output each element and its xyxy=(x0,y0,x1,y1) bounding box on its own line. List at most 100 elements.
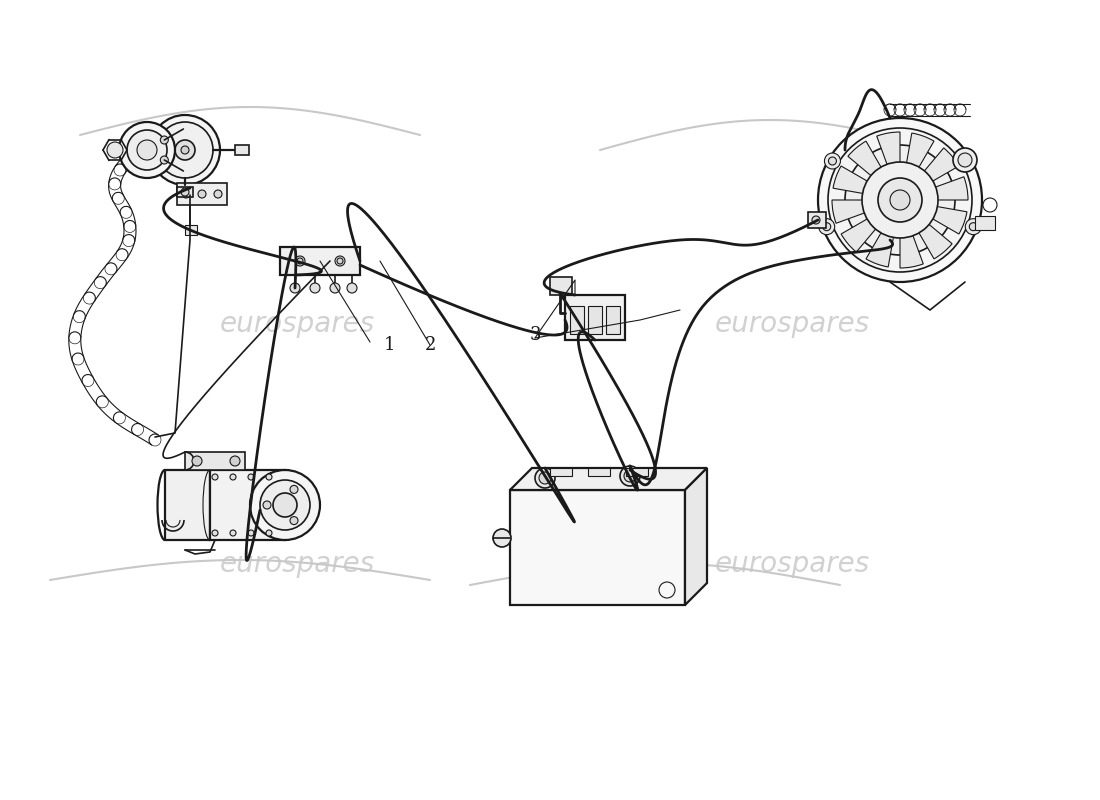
Wedge shape xyxy=(832,200,900,223)
Circle shape xyxy=(330,283,340,293)
Bar xyxy=(280,247,360,275)
Circle shape xyxy=(966,218,981,234)
Circle shape xyxy=(107,142,123,158)
Bar xyxy=(606,306,620,334)
Wedge shape xyxy=(842,200,900,252)
Circle shape xyxy=(230,456,240,466)
Text: 1: 1 xyxy=(384,336,396,354)
Circle shape xyxy=(182,190,190,198)
Wedge shape xyxy=(900,148,959,200)
Wedge shape xyxy=(900,200,967,234)
Circle shape xyxy=(825,153,840,169)
Circle shape xyxy=(336,256,345,266)
Circle shape xyxy=(250,470,320,540)
Text: eurospares: eurospares xyxy=(714,550,870,578)
Circle shape xyxy=(119,122,175,178)
Circle shape xyxy=(812,216,820,224)
Circle shape xyxy=(175,140,195,160)
Bar xyxy=(975,216,996,230)
Circle shape xyxy=(290,486,298,494)
Bar xyxy=(808,212,826,228)
Circle shape xyxy=(212,530,218,536)
Circle shape xyxy=(161,156,168,164)
Wedge shape xyxy=(833,166,900,200)
Circle shape xyxy=(828,128,972,272)
Circle shape xyxy=(297,258,302,264)
Circle shape xyxy=(310,283,320,293)
Bar xyxy=(588,468,610,476)
Circle shape xyxy=(290,283,300,293)
Circle shape xyxy=(248,474,254,480)
Circle shape xyxy=(192,456,202,466)
Circle shape xyxy=(953,148,977,172)
Circle shape xyxy=(958,153,972,167)
Text: 3: 3 xyxy=(529,326,541,344)
Bar xyxy=(510,490,685,605)
Polygon shape xyxy=(685,468,707,605)
Wedge shape xyxy=(900,133,934,200)
Bar xyxy=(235,145,249,155)
Circle shape xyxy=(230,530,236,536)
Circle shape xyxy=(346,283,358,293)
Circle shape xyxy=(150,115,220,185)
Bar xyxy=(550,468,572,476)
Text: eurospares: eurospares xyxy=(219,550,375,578)
Wedge shape xyxy=(900,200,953,259)
Circle shape xyxy=(214,190,222,198)
Circle shape xyxy=(620,466,640,486)
Bar xyxy=(570,306,584,334)
Bar xyxy=(210,470,285,540)
Circle shape xyxy=(624,470,636,482)
Circle shape xyxy=(818,118,982,282)
Circle shape xyxy=(182,188,189,196)
Bar xyxy=(565,295,625,340)
Polygon shape xyxy=(510,468,707,490)
Circle shape xyxy=(260,480,310,530)
Circle shape xyxy=(182,146,189,154)
Circle shape xyxy=(290,517,298,525)
Circle shape xyxy=(845,145,955,255)
Circle shape xyxy=(263,501,271,509)
Text: eurospares: eurospares xyxy=(219,310,375,338)
Bar xyxy=(588,306,602,334)
Bar xyxy=(165,470,210,540)
Text: eurospares: eurospares xyxy=(714,310,870,338)
Circle shape xyxy=(828,157,836,165)
Bar xyxy=(626,468,648,476)
Circle shape xyxy=(535,468,556,488)
Circle shape xyxy=(126,130,167,170)
Bar xyxy=(177,183,227,205)
Circle shape xyxy=(862,162,938,238)
Circle shape xyxy=(266,474,272,480)
Bar xyxy=(177,187,192,197)
Circle shape xyxy=(818,218,835,234)
Bar xyxy=(550,277,572,295)
Bar xyxy=(185,225,197,235)
Circle shape xyxy=(248,530,254,536)
Text: 2: 2 xyxy=(425,336,436,354)
Circle shape xyxy=(157,122,213,178)
Circle shape xyxy=(273,493,297,517)
Circle shape xyxy=(161,136,168,144)
Wedge shape xyxy=(866,200,900,267)
Circle shape xyxy=(493,529,512,547)
Circle shape xyxy=(959,153,976,169)
Circle shape xyxy=(138,140,157,160)
Circle shape xyxy=(878,178,922,222)
Circle shape xyxy=(212,474,218,480)
Circle shape xyxy=(337,258,343,264)
Wedge shape xyxy=(900,200,923,268)
Wedge shape xyxy=(877,132,900,200)
Circle shape xyxy=(964,157,971,165)
Circle shape xyxy=(890,190,910,210)
Wedge shape xyxy=(900,177,968,200)
Circle shape xyxy=(230,474,236,480)
Circle shape xyxy=(295,256,305,266)
Circle shape xyxy=(539,472,551,484)
Circle shape xyxy=(969,222,977,230)
Circle shape xyxy=(823,222,830,230)
Circle shape xyxy=(198,190,206,198)
Circle shape xyxy=(266,530,272,536)
Bar xyxy=(185,452,245,470)
Wedge shape xyxy=(848,141,900,200)
